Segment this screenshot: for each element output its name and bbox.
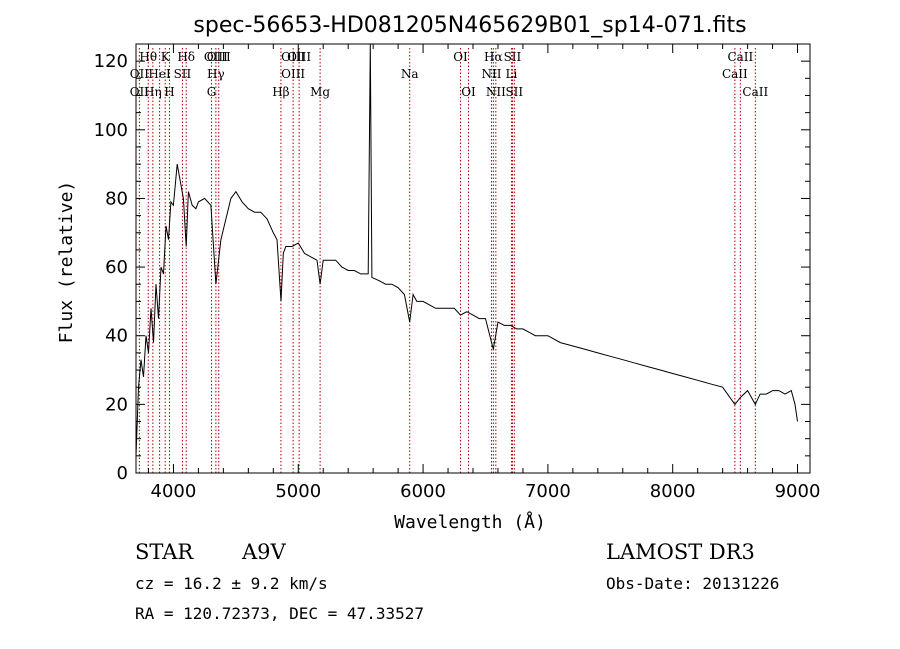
coordinates: RA = 120.72373, DEC = 47.33527 (135, 604, 424, 623)
spectral-line-label: Hα (484, 50, 503, 64)
spectral-line-label: CaII (727, 50, 753, 64)
spectral-line-label: OII (130, 85, 150, 99)
chart-title: spec-56653-HD081205N465629B01_sp14-071.f… (193, 13, 746, 38)
spectrum-series (135, 43, 798, 456)
y-tick-label: 80 (105, 188, 128, 209)
spectral-line-label: SII (174, 67, 192, 81)
x-axis-label: Wavelength (Å) (394, 511, 546, 533)
spectral-line-label: OIII (207, 50, 231, 64)
spectral-line-label: CaII (722, 67, 748, 81)
spectral-line-label: Hθ (139, 50, 157, 64)
y-tick-label: 0 (117, 463, 128, 484)
spectral-line-label: NII (481, 67, 501, 81)
spectral-line-label: G (207, 85, 217, 99)
spectral-line-labels: OIIOIIHθHηHeIKHSIIHδGOIIIHγOIIIHβOIIIOII… (130, 50, 769, 99)
spectral-line-label: OII (130, 67, 150, 81)
object-subclass: A9V (241, 540, 287, 564)
spectral-line-label: NII (486, 85, 506, 99)
redshift-cz: cz = 16.2 ± 9.2 km/s (135, 574, 328, 593)
spectral-line-label: Mg (310, 85, 330, 99)
spectral-line-label: Hδ (177, 50, 195, 64)
spectral-line-label: K (161, 50, 171, 64)
spectral-line-label: OI (453, 50, 468, 64)
x-tick-label: 6000 (400, 481, 446, 502)
spectral-line-label: SII (504, 50, 522, 64)
spectral-line-label: Li (506, 67, 518, 81)
spectral-line-markers (138, 48, 756, 473)
spectral-line-label: Hγ (207, 67, 225, 81)
spectral-line-label: SII (505, 85, 523, 99)
spectral-line-label: OI (461, 85, 476, 99)
x-tick-label: 8000 (650, 481, 696, 502)
spectral-line-label: H (164, 85, 174, 99)
spectral-line-label: HeI (148, 67, 171, 81)
spectral-line-label: CaII (742, 85, 768, 99)
x-tick-label: 9000 (775, 481, 821, 502)
y-tick-label: 40 (105, 326, 128, 347)
plot-frame (135, 43, 811, 474)
spectral-line-label: Hη (144, 85, 162, 99)
x-axis-ticks: 4000 5000 6000 7000 8000 9000 (147, 44, 821, 502)
spectral-line-label: OIII (287, 50, 311, 64)
y-tick-label: 100 (94, 120, 128, 141)
y-axis-ticks: 0 20 40 60 80 100 120 (94, 51, 810, 484)
spectral-line-label: OIII (281, 50, 305, 64)
observation-date: Obs-Date: 20131226 (606, 574, 779, 593)
x-tick-label: 7000 (525, 481, 571, 502)
y-tick-label: 60 (105, 257, 128, 278)
spectral-line-label: Hβ (272, 85, 289, 99)
x-tick-label: 4000 (151, 481, 197, 502)
y-tick-label: 120 (94, 51, 128, 72)
plot-area: OIIOIIHθHηHeIKHSIIHδGOIIIHγOIIIHβOIIIOII… (94, 43, 821, 502)
spectral-line-label: Na (401, 67, 419, 81)
y-tick-label: 20 (105, 394, 128, 415)
spectral-line-label: OIII (281, 67, 305, 81)
spectral-line-label: OIII (204, 50, 228, 64)
object-class: STAR (135, 540, 194, 564)
survey-name: LAMOST DR3 (606, 540, 755, 564)
y-axis-label: Flux (relative) (56, 181, 77, 344)
x-tick-label: 5000 (275, 481, 321, 502)
